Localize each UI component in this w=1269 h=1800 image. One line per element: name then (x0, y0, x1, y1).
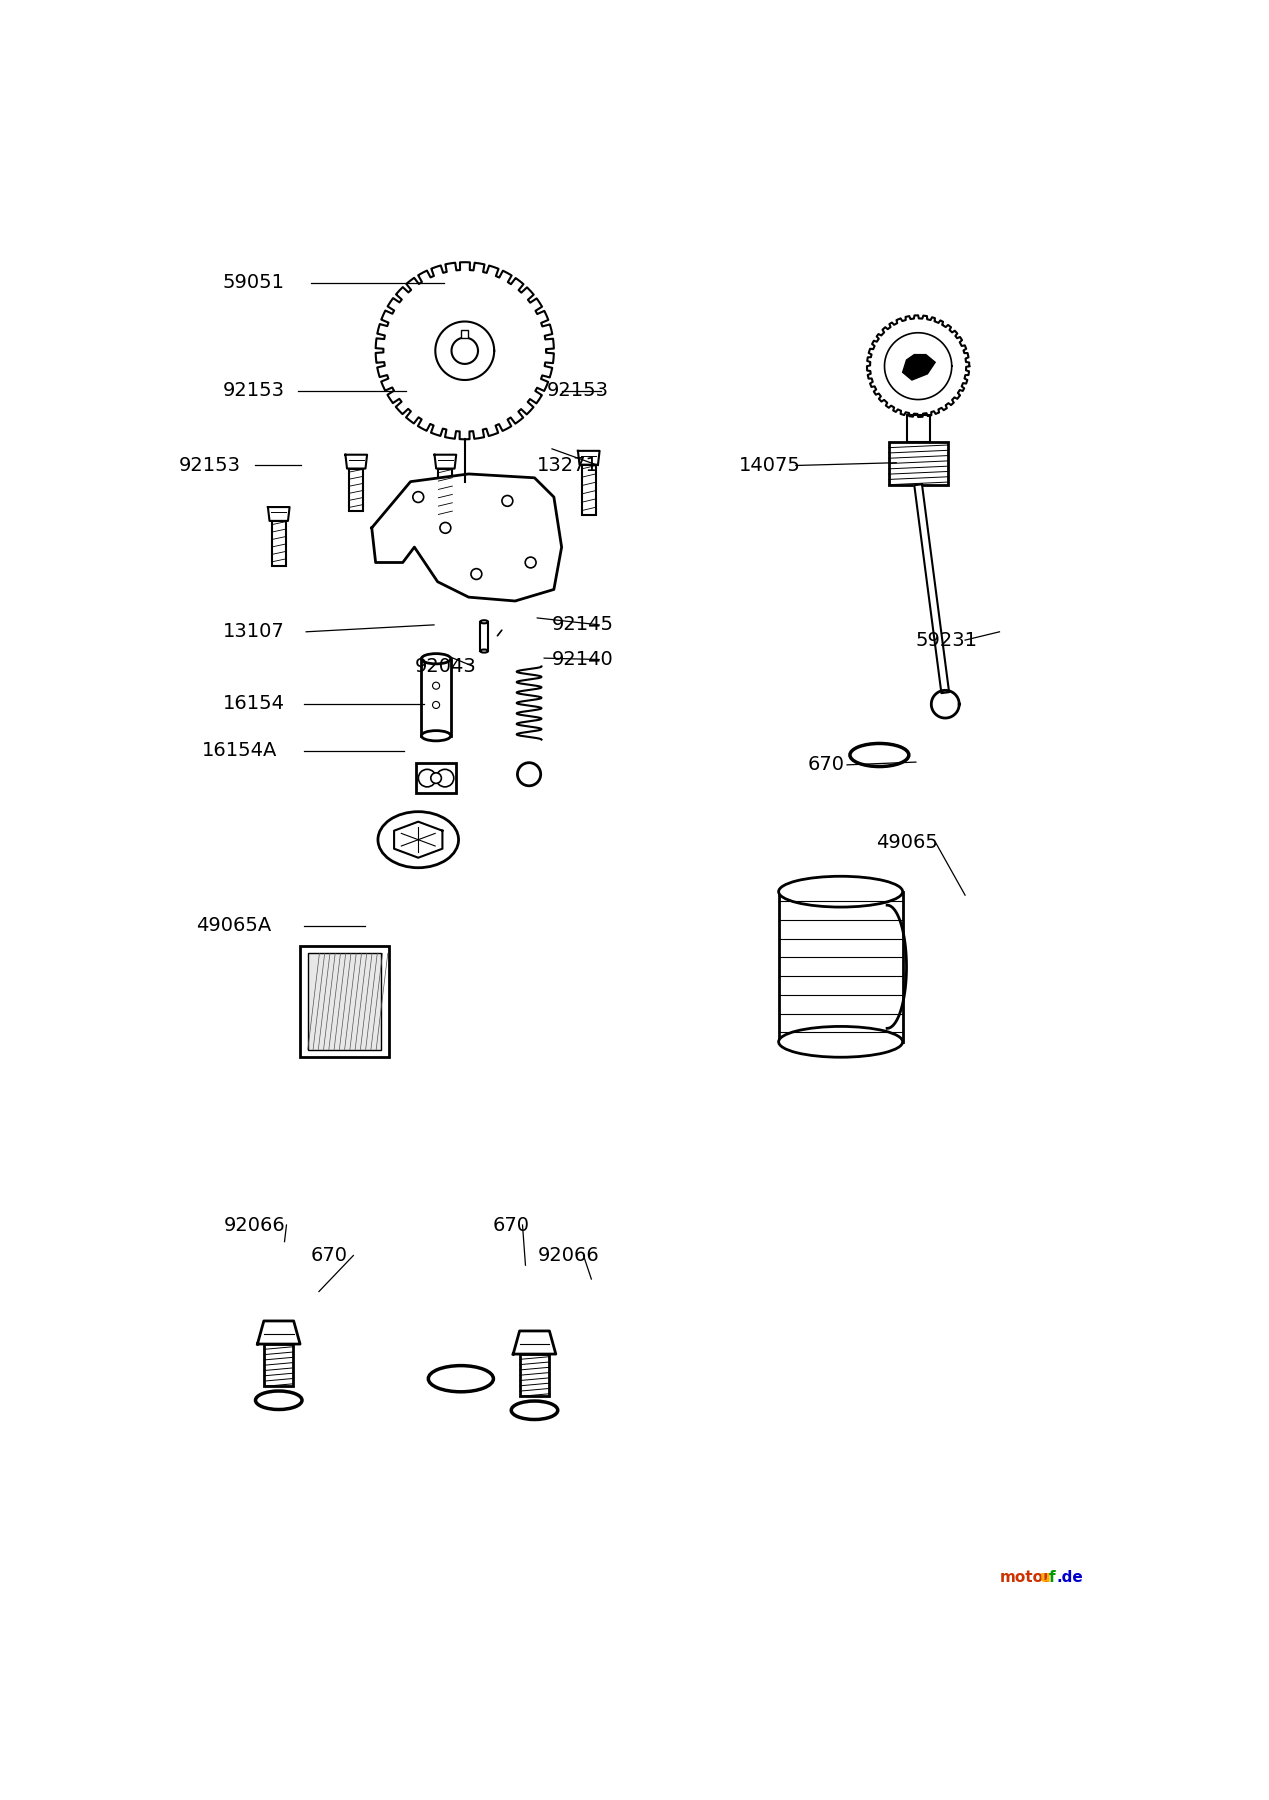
Text: 16154: 16154 (222, 695, 284, 713)
Bar (906, 416, 930, 443)
Bar (308, 954, 382, 1049)
Text: u: u (1039, 1570, 1051, 1586)
Polygon shape (914, 484, 949, 693)
Bar (520, 1354, 549, 1397)
Bar (480, 621, 489, 652)
Bar (779, 891, 902, 1042)
Ellipse shape (429, 1366, 494, 1391)
Circle shape (471, 569, 482, 580)
Text: 92066: 92066 (223, 1215, 286, 1235)
Ellipse shape (480, 650, 489, 653)
Polygon shape (372, 473, 562, 601)
Circle shape (412, 491, 424, 502)
Text: 49065A: 49065A (195, 916, 272, 936)
Ellipse shape (511, 1400, 558, 1420)
Text: 670: 670 (311, 1246, 348, 1265)
Ellipse shape (518, 763, 541, 787)
Text: 16154A: 16154A (202, 742, 277, 760)
Text: 13107: 13107 (222, 623, 284, 641)
Polygon shape (867, 315, 970, 418)
Text: 92153: 92153 (178, 455, 240, 475)
Polygon shape (258, 1321, 299, 1345)
Ellipse shape (779, 877, 902, 907)
Polygon shape (577, 450, 599, 464)
Text: 670: 670 (494, 1215, 530, 1235)
Bar (264, 1345, 293, 1386)
Text: 92145: 92145 (552, 616, 614, 634)
Bar (421, 659, 450, 736)
Text: 92066: 92066 (537, 1246, 599, 1265)
Ellipse shape (850, 743, 909, 767)
Polygon shape (513, 1330, 556, 1354)
Polygon shape (434, 455, 457, 468)
Bar (349, 468, 363, 511)
Bar (416, 763, 457, 792)
Circle shape (437, 769, 454, 787)
Text: 59231: 59231 (916, 630, 978, 650)
Circle shape (433, 702, 439, 709)
Circle shape (433, 682, 439, 689)
Circle shape (419, 769, 437, 787)
Text: .de: .de (1057, 1570, 1084, 1586)
Polygon shape (931, 691, 959, 718)
Circle shape (430, 772, 442, 783)
Circle shape (525, 558, 536, 567)
Text: 670: 670 (808, 756, 845, 774)
Text: f: f (1048, 1570, 1055, 1586)
Bar (438, 468, 452, 518)
Text: 59051: 59051 (222, 274, 284, 292)
Text: motor: motor (1000, 1570, 1051, 1586)
Text: 14075: 14075 (739, 455, 801, 475)
Polygon shape (902, 355, 935, 380)
Text: 92140: 92140 (552, 650, 614, 670)
Text: 49065: 49065 (877, 833, 939, 851)
Ellipse shape (378, 812, 458, 868)
Text: 92153: 92153 (547, 382, 609, 400)
Text: 92153: 92153 (222, 382, 284, 400)
Ellipse shape (421, 731, 450, 742)
Text: 92043: 92043 (415, 657, 476, 677)
Text: 13271: 13271 (537, 455, 599, 475)
Bar (888, 443, 948, 484)
Bar (581, 464, 595, 515)
Ellipse shape (480, 621, 489, 623)
Polygon shape (376, 263, 553, 439)
Circle shape (503, 495, 513, 506)
Bar (462, 331, 468, 338)
Polygon shape (268, 508, 289, 520)
Polygon shape (395, 821, 443, 859)
Ellipse shape (779, 1026, 902, 1057)
Ellipse shape (255, 1391, 302, 1409)
Bar (299, 945, 390, 1057)
Circle shape (440, 522, 450, 533)
Ellipse shape (421, 653, 450, 664)
Bar (272, 520, 286, 565)
Polygon shape (345, 455, 367, 468)
